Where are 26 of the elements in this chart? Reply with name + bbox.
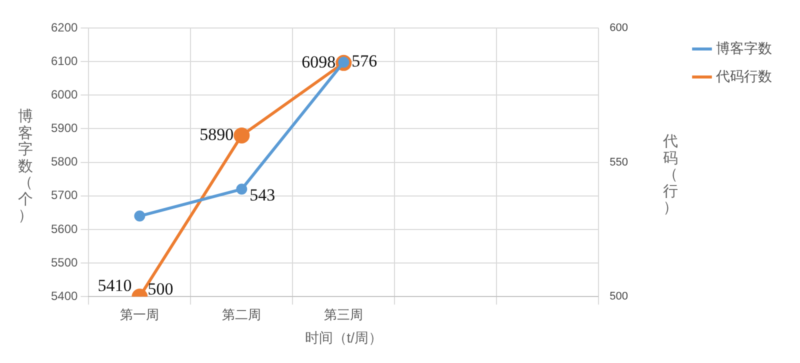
y2-axis-title: 代码（行） <box>663 132 678 216</box>
legend-label: 代码行数 <box>715 68 772 84</box>
y2-tick-label: 500 <box>610 290 628 303</box>
annotation: 576 <box>352 52 378 71</box>
annotation: 500 <box>148 279 174 298</box>
y-tick-label: 5800 <box>50 154 78 169</box>
annotation: 5410 <box>98 276 132 295</box>
y-tick-label: 6200 <box>50 20 78 34</box>
annotation: 543 <box>250 185 276 204</box>
annotation: 6098 <box>302 52 336 72</box>
y-tick-label: 5700 <box>50 188 78 202</box>
y-tick-label: 5900 <box>50 121 78 136</box>
y-axis-title: 博客字数（个） <box>18 107 33 224</box>
annotation: 5890 <box>200 124 234 144</box>
y-tick-label: 6000 <box>50 87 78 102</box>
x-tick-label: 第二周 <box>222 306 262 322</box>
y-tick-label: 5600 <box>50 222 78 236</box>
x-tick-label: 第三周 <box>324 306 364 322</box>
x-axis-title: 时间（t/周） <box>304 329 383 346</box>
y-tick-label: 5400 <box>50 288 78 303</box>
legend-label: 博客字数 <box>716 40 772 56</box>
x-tick-label: 第一周 <box>120 306 160 322</box>
y-tick-label: 6100 <box>50 54 78 68</box>
y-tick-label: 5500 <box>50 255 78 270</box>
y2-tick-label: 550 <box>610 156 628 168</box>
y2-tick-label: 600 <box>610 22 628 34</box>
